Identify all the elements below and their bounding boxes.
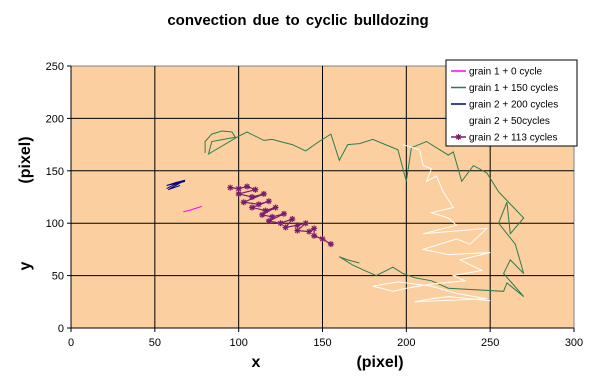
y-tick-label: 0 (58, 323, 64, 335)
series-point (249, 194, 255, 200)
chart-title: convection due to cyclic bulldozing (167, 12, 428, 29)
legend-label: grain 1 + 0 cycle (469, 67, 543, 78)
y-axis-label-letter: y (17, 261, 34, 270)
series-point (289, 216, 295, 222)
y-tick-label: 250 (46, 61, 64, 73)
series-point (236, 191, 242, 197)
series-point (241, 199, 247, 205)
x-tick-label: 100 (229, 337, 247, 349)
y-tick-label: 200 (46, 113, 64, 125)
series-point (311, 225, 317, 231)
legend-label: grain 1 + 150 cycles (469, 83, 558, 94)
series-point (252, 187, 258, 193)
x-tick-label: 200 (397, 337, 415, 349)
series-point (273, 204, 279, 210)
series-point (306, 229, 312, 235)
x-axis-label-unit: (pixel) (356, 354, 403, 371)
series-point (283, 224, 289, 230)
series-point (320, 236, 326, 242)
y-tick-label: 50 (52, 271, 64, 283)
series-point (281, 211, 287, 217)
x-tick-label: 300 (565, 337, 583, 349)
x-axis-label-letter: x (252, 354, 261, 371)
series-point (259, 212, 265, 218)
legend-label: grain 2 + 200 cycles (469, 100, 558, 111)
legend: grain 1 + 0 cycle grain 1 + 150 cycles gra… (446, 60, 577, 146)
x-tick-label: 0 (68, 337, 74, 349)
series-point (249, 204, 255, 210)
series-point (278, 220, 284, 226)
series-point (328, 241, 334, 247)
series-point (294, 222, 300, 228)
y-tick-label: 100 (46, 218, 64, 230)
series-point (256, 201, 262, 207)
y-tick-label: 150 (46, 166, 64, 178)
legend-label: grain 2 + 50cycles (469, 116, 550, 127)
legend-label: grain 2 + 113 cycles (469, 133, 557, 144)
series-point (244, 184, 250, 190)
series-point (266, 198, 272, 204)
series-point (236, 186, 242, 192)
x-tick-label: 250 (481, 337, 499, 349)
series-point (261, 191, 267, 197)
y-axis-label-unit: (pixel) (17, 136, 34, 183)
x-tick-label: 50 (149, 337, 161, 349)
series-point (266, 218, 272, 224)
series-point (294, 228, 300, 234)
x-tick-label: 150 (313, 337, 331, 349)
series-point (303, 220, 309, 226)
series-point (227, 185, 233, 191)
legend-marker (456, 134, 462, 140)
series-point (311, 233, 317, 239)
